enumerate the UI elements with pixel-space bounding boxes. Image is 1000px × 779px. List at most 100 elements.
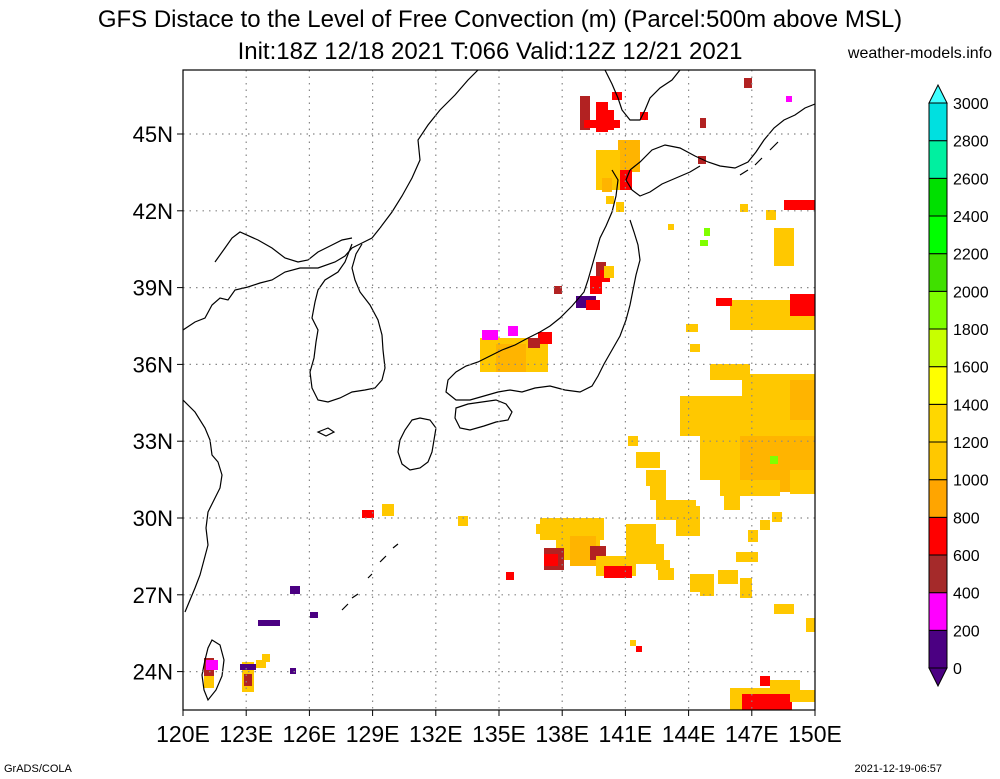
- lfc-cell: [784, 200, 815, 210]
- footer-software: GrADS/COLA: [4, 763, 72, 775]
- lfc-cell: [382, 504, 394, 516]
- lfc-cell: [240, 664, 256, 670]
- colorbar-label: 2600: [953, 171, 989, 188]
- lfc-cell: [742, 694, 792, 710]
- lfc-cell: [554, 286, 562, 294]
- lfc-cell: [790, 690, 815, 702]
- colorbar-segment: [928, 592, 948, 631]
- lfc-cell: [770, 456, 778, 464]
- lfc-cell: [310, 612, 318, 618]
- lfc-cell: [772, 700, 784, 710]
- lfc-cell: [602, 178, 612, 192]
- lat-label: 33N: [133, 429, 173, 454]
- colorbar-label: 1000: [953, 473, 989, 490]
- lfc-cell: [700, 240, 708, 246]
- lfc-cell: [584, 120, 620, 128]
- lfc-cell: [748, 530, 758, 542]
- lfc-cell: [760, 300, 796, 320]
- colorbar-label: 2200: [953, 247, 989, 264]
- lfc-cell: [482, 330, 498, 340]
- lfc-cell: [544, 554, 558, 566]
- lat-label: 30N: [133, 506, 173, 531]
- lfc-cell: [606, 196, 614, 204]
- colorbar-label: 400: [953, 586, 980, 603]
- lfc-cell: [508, 326, 518, 336]
- colorbar-label: 1200: [953, 435, 989, 452]
- lfc-cell: [650, 486, 666, 500]
- lon-label: 144E: [662, 721, 716, 747]
- lfc-cell: [786, 96, 792, 102]
- colorbar-segment: [928, 177, 948, 217]
- lon-label: 123E: [219, 721, 273, 747]
- lfc-cell: [700, 118, 706, 128]
- lat-label: 27N: [133, 583, 173, 608]
- map-frame: [182, 69, 816, 711]
- lfc-cell: [710, 456, 724, 480]
- colorbar-segment: [928, 516, 948, 556]
- chart-subtitle: Init:18Z 12/18 2021 T:066 Valid:12Z 12/2…: [237, 38, 743, 65]
- lfc-cell: [690, 344, 700, 352]
- lfc-cell: [506, 572, 514, 580]
- colorbar-label: 1600: [953, 360, 989, 377]
- lfc-cell: [640, 544, 664, 564]
- colorbar-label: 2400: [953, 209, 989, 226]
- colorbar-label: 2800: [953, 134, 989, 151]
- lfc-cell: [790, 294, 815, 316]
- lon-label: 135E: [472, 721, 526, 747]
- colorbar-segment: [928, 328, 948, 368]
- lon-label: 138E: [535, 721, 589, 747]
- lfc-cell: [760, 520, 770, 530]
- lon-label: 150E: [788, 721, 842, 747]
- lfc-cell: [718, 570, 738, 584]
- colorbar-low-arrow: [928, 667, 948, 688]
- lfc-cell: [806, 618, 815, 632]
- lfc-cell: [204, 676, 214, 688]
- colorbar-segment: [928, 366, 948, 405]
- coastline: [183, 70, 815, 702]
- lfc-cell: [604, 110, 614, 130]
- lfc-cell: [528, 338, 540, 348]
- lfc-cell: [538, 332, 552, 344]
- lat-label: 36N: [133, 352, 173, 377]
- lon-label: 147E: [725, 721, 779, 747]
- lfc-cell: [700, 584, 714, 596]
- footer-timestamp: 2021-12-19-06:57: [854, 763, 942, 775]
- lfc-cell: [580, 96, 590, 130]
- lfc-cell: [760, 676, 770, 686]
- lfc-cell: [736, 552, 758, 562]
- colorbar-segment: [928, 253, 948, 292]
- lfc-cell: [616, 202, 624, 212]
- colorbar-segment: [928, 403, 948, 443]
- lfc-cell: [362, 510, 374, 518]
- lfc-cell: [744, 78, 752, 88]
- colorbar-segment: [928, 554, 948, 594]
- lfc-cell: [790, 470, 815, 494]
- lfc-cell: [686, 324, 698, 332]
- lat-label: 45N: [133, 122, 173, 147]
- lat-label: 42N: [133, 199, 173, 224]
- lfc-cell: [256, 660, 266, 668]
- lfc-cell: [772, 512, 782, 522]
- lfc-cell: [790, 380, 815, 420]
- lfc-cell: [258, 620, 280, 626]
- colorbar-segment: [928, 140, 948, 179]
- lfc-cell: [740, 578, 752, 598]
- lfc-cell: [590, 276, 602, 294]
- lfc-cell: [596, 262, 606, 276]
- lat-lon-grid: [177, 70, 816, 716]
- lfc-cell: [206, 660, 218, 670]
- lfc-cell: [586, 300, 600, 310]
- lfc-cell: [716, 298, 732, 306]
- lfc-cell: [658, 568, 674, 580]
- lfc-cell: [290, 668, 296, 674]
- lfc-cell: [536, 524, 546, 534]
- lon-label: 129E: [346, 721, 400, 747]
- colorbar-segment: [928, 215, 948, 255]
- lfc-cell: [636, 646, 642, 652]
- lfc-cell: [244, 674, 252, 686]
- lfc-field: [204, 78, 815, 710]
- colorbar-label: 1800: [953, 322, 989, 339]
- lfc-cell: [766, 210, 776, 220]
- colorbar-segment: [928, 102, 948, 142]
- lat-label: 39N: [133, 276, 173, 301]
